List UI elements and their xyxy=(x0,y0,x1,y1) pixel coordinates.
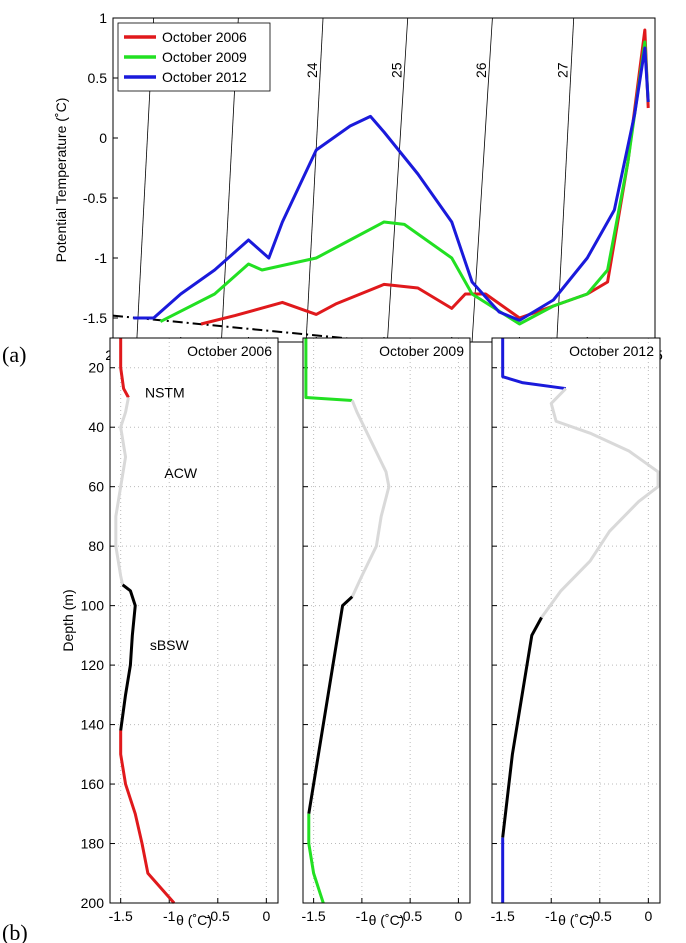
isopycnal-label: 26 xyxy=(473,62,489,78)
x-axis-label: θ (˚C) xyxy=(176,912,212,928)
water-mass-label: ACW xyxy=(164,465,197,481)
isopycnal-label: 24 xyxy=(304,62,320,78)
y-tick-label: 0 xyxy=(99,130,107,146)
y-tick-label: -1.5 xyxy=(83,310,107,326)
x-tick-label: -1 xyxy=(163,908,176,924)
plot-area xyxy=(110,338,278,903)
isopycnal-label: 27 xyxy=(555,62,571,78)
data-line xyxy=(119,338,130,399)
axes-frame xyxy=(109,337,279,904)
data-line xyxy=(119,730,176,904)
x-axis-label: θ (˚C) xyxy=(369,912,405,928)
y-tick-label: 180 xyxy=(81,836,105,852)
water-mass-label: NSTM xyxy=(145,384,185,400)
y-tick-label: -0.5 xyxy=(83,190,107,206)
data-line xyxy=(307,813,325,904)
panel-title: October 2006 xyxy=(187,343,272,359)
x-tick-label: -1.5 xyxy=(302,908,326,924)
y-tick-label: 120 xyxy=(81,657,105,673)
y-tick-label: 1 xyxy=(99,10,107,26)
data-line xyxy=(501,616,543,838)
plot-area xyxy=(492,338,660,903)
y-tick-label: 40 xyxy=(88,419,104,435)
data-line xyxy=(159,40,650,326)
x-tick-label: -1 xyxy=(356,908,369,924)
data-line xyxy=(307,595,354,815)
y-tick-label: 160 xyxy=(81,776,105,792)
x-tick-label: -1.5 xyxy=(491,908,515,924)
isopycnal xyxy=(471,17,493,343)
panel-label: (b) xyxy=(2,920,28,943)
y-tick-label: 60 xyxy=(88,479,104,495)
y-tick-label: 20 xyxy=(88,360,104,376)
x-tick-label: 0 xyxy=(262,908,270,924)
y-tick-label: 200 xyxy=(81,895,105,911)
data-line xyxy=(304,338,353,402)
y-axis-label: Depth (m) xyxy=(60,589,76,651)
legend-label: October 2009 xyxy=(162,49,247,65)
y-tick-label: 100 xyxy=(81,598,105,614)
isopycnal xyxy=(386,17,409,343)
isopycnal xyxy=(556,17,575,343)
x-tick-label: 0 xyxy=(644,908,652,924)
x-tick-label: -1.5 xyxy=(109,908,133,924)
data-line xyxy=(501,338,567,391)
isopycnal xyxy=(305,17,324,343)
y-axis-label: Potential Temperature (˚C) xyxy=(53,98,69,263)
data-line xyxy=(133,46,650,322)
isopycnal-label: 25 xyxy=(388,62,404,78)
data-line xyxy=(540,387,660,619)
y-tick-label: 0.5 xyxy=(88,70,108,86)
data-line xyxy=(114,397,130,586)
axes-frame xyxy=(302,337,471,904)
axes-frame xyxy=(491,337,661,904)
x-tick-label: -1 xyxy=(545,908,558,924)
plot-area xyxy=(303,338,470,903)
panel-title: October 2009 xyxy=(379,343,464,359)
x-tick-label: 0 xyxy=(455,908,463,924)
panel-label: (a) xyxy=(2,342,26,367)
y-tick-label: 140 xyxy=(81,717,105,733)
x-tick-label: -0.5 xyxy=(588,908,612,924)
legend-label: October 2012 xyxy=(162,69,247,85)
x-tick-label: -0.5 xyxy=(398,908,422,924)
water-mass-label: sBSW xyxy=(150,637,190,653)
legend-label: October 2006 xyxy=(162,29,247,45)
x-axis-label: θ (˚C) xyxy=(558,912,594,928)
x-tick-label: -0.5 xyxy=(206,908,230,924)
data-line xyxy=(119,583,137,731)
panel-title: October 2012 xyxy=(569,343,654,359)
y-tick-label: -1 xyxy=(95,250,108,266)
y-tick-label: 80 xyxy=(88,538,104,554)
data-line xyxy=(350,399,391,598)
